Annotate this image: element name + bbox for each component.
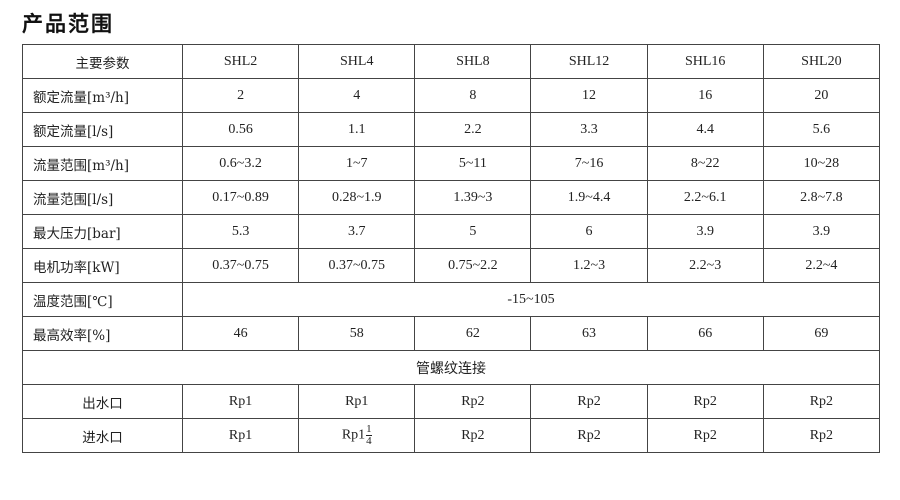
table-cell: 0.28~1.9 (298, 180, 416, 215)
table-cell: Rp2 (646, 384, 764, 419)
table-row: 电机功率[kW] 0.37~0.75 0.37~0.75 0.75~2.2 1.2~3 2… (22, 248, 881, 283)
model-header: SHL20 (762, 44, 881, 79)
row-label: 流量范围[l/s] (22, 180, 183, 215)
table-cell: 2.2~4 (762, 248, 881, 283)
connection-header-row: 管螺纹连接 (22, 350, 880, 385)
table-cell: 63 (530, 316, 648, 351)
row-label: 温度范围[℃] (22, 282, 183, 317)
table-cell: 3.7 (298, 214, 416, 249)
table-cell: 0.75~2.2 (414, 248, 532, 283)
table-row: 流量范围[m³/h] 0.6~3.2 1~7 5~11 7~16 8~22 10~28 (22, 146, 881, 181)
row-label: 额定流量[l/s] (22, 112, 183, 147)
table-cell: 0.6~3.2 (181, 146, 300, 181)
table-cell: 20 (762, 78, 881, 113)
table-cell: Rp2 (762, 418, 881, 453)
model-header: SHL2 (181, 44, 300, 79)
table-cell: 5 (414, 214, 532, 249)
row-label: 电机功率[kW] (22, 248, 183, 283)
temperature-value: -15~105 (182, 282, 880, 317)
table-cell: 0.17~0.89 (181, 180, 300, 215)
table-cell: 1.9~4.4 (530, 180, 648, 215)
table-cell: 0.56 (181, 112, 300, 147)
table-cell: 1.1 (298, 112, 416, 147)
table-cell: 1~7 (298, 146, 416, 181)
table-row: 额定流量[m³/h] 2 4 8 12 16 20 (22, 78, 881, 113)
model-header: SHL12 (530, 44, 648, 79)
table-cell: Rp2 (646, 418, 764, 453)
table-cell: 4.4 (646, 112, 764, 147)
table-cell: Rp1 (181, 384, 300, 419)
table-cell: Rp1 (181, 418, 300, 453)
table-cell: 66 (646, 316, 764, 351)
temperature-row: 温度范围[℃] -15~105 (22, 282, 880, 317)
row-label: 额定流量[m³/h] (22, 78, 183, 113)
fraction-numerator: 1 (366, 423, 372, 436)
table-cell: 69 (762, 316, 881, 351)
table-cell: 1.2~3 (530, 248, 648, 283)
table-cell: Rp2 (414, 384, 532, 419)
table-cell: 8 (414, 78, 532, 113)
table-cell: 46 (181, 316, 300, 351)
row-label: 最大压力[bar] (22, 214, 183, 249)
table-cell: 3.3 (530, 112, 648, 147)
table-cell: 0.37~0.75 (181, 248, 300, 283)
row-label: 最高效率[%] (22, 316, 183, 351)
table-cell: Rp2 (414, 418, 532, 453)
table-cell: 7~16 (530, 146, 648, 181)
outlet-row: 出水口 Rp1 Rp1 Rp2 Rp2 Rp2 Rp2 (22, 384, 881, 419)
table-cell: 2.2~3 (646, 248, 764, 283)
table-cell: 2 (181, 78, 300, 113)
table-cell: 2.8~7.8 (762, 180, 881, 215)
table-cell: 3.9 (762, 214, 881, 249)
row-label: 流量范围[m³/h] (22, 146, 183, 181)
table-cell: 12 (530, 78, 648, 113)
table-row: 流量范围[l/s] 0.17~0.89 0.28~1.9 1.39~3 1.9~4.4 2… (22, 180, 881, 215)
inlet-size: Rp1 (341, 427, 366, 443)
table-cell: 5.3 (181, 214, 300, 249)
table-cell: 2.2 (414, 112, 532, 147)
table-cell: 0.37~0.75 (298, 248, 416, 283)
connection-header: 管螺纹连接 (22, 350, 880, 385)
page-title: 产品范围 (22, 12, 114, 36)
table-cell: Rp2 (530, 418, 648, 453)
model-header: SHL8 (414, 44, 532, 79)
model-header: SHL4 (298, 44, 416, 79)
row-label: 进水口 (22, 418, 183, 453)
table-row: 最大压力[bar] 5.3 3.7 5 6 3.9 3.9 (22, 214, 881, 249)
table-cell: 2.2~6.1 (646, 180, 764, 215)
table-cell: 8~22 (646, 146, 764, 181)
inlet-row: 进水口 Rp1 Rp1 1 4 Rp2 Rp2 Rp2 Rp2 (22, 418, 881, 453)
table-cell: 6 (530, 214, 648, 249)
product-range-table: 主要参数 SHL2 SHL4 SHL8 SHL12 SHL16 SHL20 额定流量[m³/h… (22, 44, 881, 453)
table-cell: 62 (414, 316, 532, 351)
table-cell: Rp2 (530, 384, 648, 419)
table-cell: 5.6 (762, 112, 881, 147)
efficiency-row: 最高效率[%] 46 58 62 63 66 69 (22, 316, 881, 351)
table-row: 额定流量[l/s] 0.56 1.1 2.2 3.3 4.4 5.6 (22, 112, 881, 147)
table-cell: 3.9 (646, 214, 764, 249)
table-cell: Rp2 (762, 384, 881, 419)
table-cell: 58 (298, 316, 416, 351)
table-cell: Rp1 1 4 (298, 418, 416, 453)
model-header: SHL16 (646, 44, 764, 79)
table-cell: 1.39~3 (414, 180, 532, 215)
header-row: 主要参数 SHL2 SHL4 SHL8 SHL12 SHL16 SHL20 (22, 44, 881, 79)
table-cell: 16 (646, 78, 764, 113)
table-cell: Rp1 (298, 384, 416, 419)
row-label: 出水口 (22, 384, 183, 419)
fraction-denominator: 4 (366, 435, 372, 447)
table-cell: 10~28 (762, 146, 881, 181)
table-cell: 4 (298, 78, 416, 113)
table-cell: 5~11 (414, 146, 532, 181)
header-label: 主要参数 (22, 44, 183, 79)
